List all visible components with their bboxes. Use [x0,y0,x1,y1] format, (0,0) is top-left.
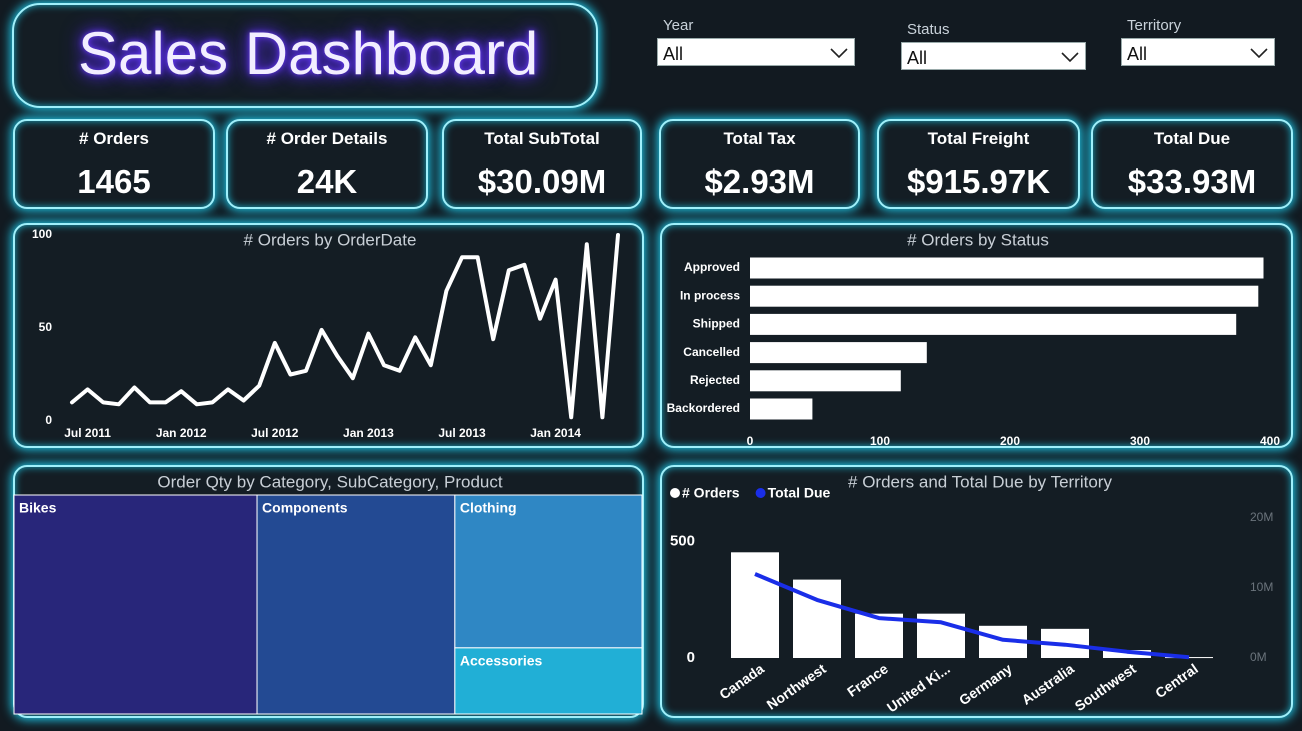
line [70,233,620,420]
treemap-cell [13,494,258,715]
x-tick-label: Jan 2014 [530,426,581,440]
y-tick-label: Approved [684,260,740,274]
y-tick-label: Shipped [693,317,740,331]
x-tick-label: Jan 2013 [343,426,394,440]
legend-marker [670,488,680,498]
y-tick-label: Rejected [690,373,740,387]
x-tick-label: Southwest [1072,660,1139,714]
treemap-cell [454,494,643,649]
dropdown-value: All [1127,44,1148,64]
dropdown[interactable]: All [901,42,1086,70]
x-tick-label: Jul 2012 [251,426,299,440]
chevron [830,48,848,59]
treemap-cell [256,494,456,715]
kpi-value: 1465 [77,163,151,200]
legend-label: Total Due [768,485,831,501]
bar [1103,650,1151,658]
kpi-value: 24K [296,163,358,200]
chevron [1250,48,1268,59]
y2-tick-label: 20M [1250,510,1273,524]
kpi-card: Total Freight $915.97K [877,119,1080,209]
dropdown-value: All [907,48,928,68]
x-tick-label: 100 [870,434,890,448]
year-filter[interactable]: Year All [657,17,855,66]
x-tick-label: Germany [956,660,1015,708]
chart-panel [13,223,644,448]
bar [750,257,1264,279]
legend-label: # Orders [682,485,740,501]
y-tick-label: 0 [687,649,695,666]
kpi-label: Total Freight [927,129,1030,148]
kpi-value: $2.93M [704,163,815,200]
x-tick-label: Jul 2011 [64,426,111,440]
dropdown-value: All [663,44,684,64]
y-tick-label: 100 [32,227,52,241]
x-tick-label: Jul 2013 [438,426,486,440]
y-tick-label: 50 [39,320,53,334]
territory-filter[interactable]: Territory All [1121,17,1275,66]
kpi-card: Total SubTotal $30.09M [442,119,642,209]
bar [750,313,1237,335]
bar [1165,657,1213,659]
x-tick-label: United Ki... [884,660,953,715]
legend-marker [755,488,766,498]
kpi-card: Total Tax $2.93M [659,119,860,209]
chart-title: # Orders by Status [907,230,1049,249]
chevron [1061,52,1079,63]
bar [750,398,813,420]
x-tick-label: 300 [1130,434,1150,448]
kpi-card: # Order Details 24K [226,119,428,209]
y-tick-label: Backordered [667,401,740,415]
chart-title: # Orders by OrderDate [244,230,417,249]
treemap-label: Components [262,500,348,516]
bar [750,342,927,364]
chart-title: # Orders and Total Due by Territory [848,472,1112,491]
title-card: Sales Dashboard [12,3,598,108]
x-tick-label: Northwest [764,660,830,713]
treemap-label: Clothing [460,500,517,516]
x-tick-label: Australia [1019,660,1077,708]
kpi-label: # Order Details [266,129,388,148]
kpi-label: # Orders [79,129,149,148]
treemap-label: Accessories [460,653,543,669]
x-tick-label: France [844,660,891,700]
filter-label: Status [907,21,950,38]
x-tick-label: 200 [1000,434,1020,448]
kpi-label: Total Due [1153,129,1231,148]
dropdown[interactable]: All [1121,38,1275,66]
bar [750,370,901,392]
status-filter[interactable]: Status All [901,21,1086,70]
treemap-cell [454,647,643,715]
dropdown[interactable]: All [657,38,855,66]
x-tick-label: 400 [1260,434,1280,448]
line [754,572,1190,660]
x-tick-label: Central [1152,660,1201,701]
y-tick-label: 500 [670,532,695,549]
bar [750,285,1259,307]
y-tick-label: 0 [45,413,52,427]
filter-label: Year [663,17,694,34]
kpi-value: $30.09M [477,163,607,200]
y2-tick-label: 0M [1250,650,1267,664]
chart-title: Order Qty by Category, SubCategory, Prod… [157,472,502,491]
kpi-card: Total Due $33.93M [1091,119,1293,209]
treemap-label: Bikes [19,500,57,516]
x-tick-label: 0 [747,434,754,448]
x-tick-label: Jan 2012 [156,426,207,440]
bar [731,552,779,658]
y-tick-label: In process [680,288,740,302]
filter-label: Territory [1127,17,1182,34]
y-tick-label: Cancelled [683,345,740,359]
dashboard-title: Sales Dashboard [78,20,539,87]
kpi-label: Total Tax [723,129,796,148]
kpi-value: $915.97K [906,163,1051,200]
kpi-value: $33.93M [1127,163,1257,200]
kpi-label: Total SubTotal [484,129,600,148]
x-tick-label: Canada [716,660,767,702]
y2-tick-label: 10M [1250,580,1273,594]
kpi-card: # Orders 1465 [13,119,215,209]
